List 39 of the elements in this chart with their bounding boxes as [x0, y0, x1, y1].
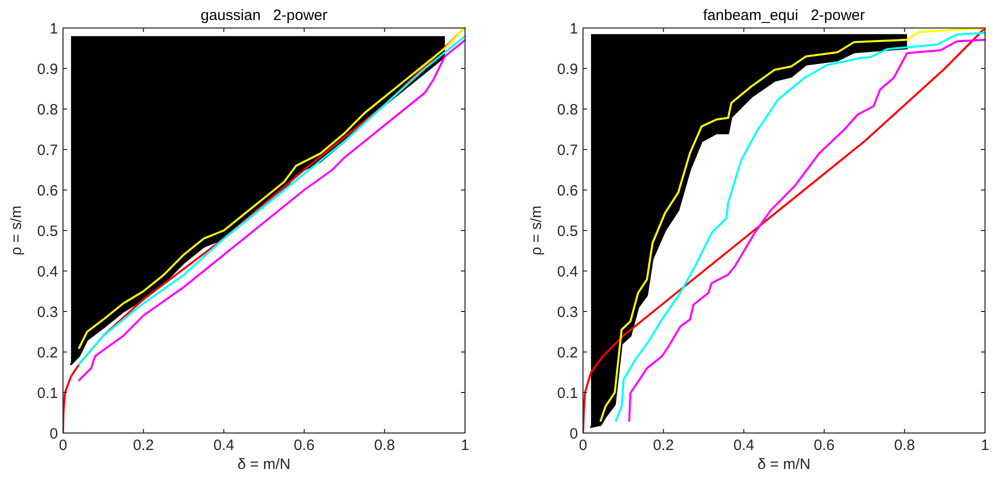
y-tick-label: 0.5 [37, 222, 58, 240]
y-tick-label: 0.2 [37, 344, 58, 362]
y-axis-title: ρ = s/m [528, 206, 545, 256]
y-tick-label: 0.3 [37, 304, 58, 321]
y-tick-label: 0.1 [557, 384, 578, 402]
y-tick-label: 0.4 [557, 263, 578, 280]
y-tick-label: 0.3 [557, 304, 578, 321]
x-tick-label: 0.6 [814, 437, 835, 454]
y-tick-label: 0.4 [37, 263, 58, 280]
x-tick-label: 0.4 [733, 437, 754, 454]
x-tick-label: 0.8 [374, 437, 396, 454]
x-tick-label: 1 [460, 437, 470, 454]
y-tick-label: 0.6 [37, 182, 58, 200]
y-tick-label: 0 [50, 425, 58, 442]
x-tick-label: 0.6 [294, 437, 315, 454]
x-tick-label: 0.4 [213, 437, 234, 454]
y-tick-label: 0 [570, 425, 578, 442]
y-tick-label: 0.9 [37, 60, 58, 78]
y-tick-label: 0.1 [37, 384, 58, 402]
x-tick-label: 0.2 [132, 437, 154, 454]
y-tick-label: 1 [50, 20, 58, 38]
y-tick-label: 0.5 [557, 222, 578, 240]
x-tick-label: 1 [980, 437, 990, 454]
line-series [63, 27, 466, 433]
chart-title: gaussian 2-power [200, 7, 328, 24]
x-tick-label: 0.2 [652, 437, 674, 454]
y-tick-label: 0.7 [37, 142, 58, 159]
chart-title: fanbeam_equi 2-power [703, 7, 865, 24]
y-tick-label: 0.2 [557, 344, 578, 362]
y-tick-label: 0.6 [557, 182, 578, 200]
x-axis-title: δ = m/N [758, 456, 810, 473]
y-tick-label: 0.8 [37, 101, 58, 118]
x-tick-label: 0.8 [894, 437, 916, 454]
y-axis-title: ρ = s/m [8, 206, 25, 256]
y-tick-label: 0.9 [557, 60, 578, 78]
y-tick-label: 0.7 [557, 142, 578, 159]
x-axis-title: δ = m/N [238, 456, 290, 473]
y-tick-label: 0.8 [557, 101, 578, 118]
y-tick-label: 1 [570, 20, 578, 38]
